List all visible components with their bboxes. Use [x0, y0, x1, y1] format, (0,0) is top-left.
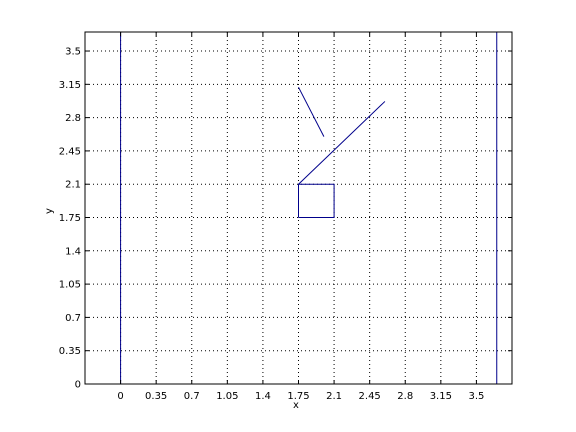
x-tick-label: 3.15 — [430, 391, 452, 402]
series-lines — [120, 32, 498, 384]
x-tick-label: 1.75 — [287, 391, 309, 402]
x-tick-label: 3.5 — [468, 391, 484, 402]
x-tick-label: 2.8 — [397, 391, 413, 402]
x-tick-label: 0.35 — [145, 391, 167, 402]
series-line-3 — [298, 183, 335, 219]
y-tick-label: 0.35 — [59, 346, 81, 357]
x-tick-label: 1.05 — [216, 391, 238, 402]
y-axis-label: y — [44, 208, 55, 214]
x-axis-label: x — [293, 400, 299, 411]
y-tick-label: 1.75 — [59, 213, 81, 224]
y-tick-label: 3.15 — [59, 80, 81, 91]
y-tick-label: 3.5 — [65, 47, 81, 58]
y-tick-label: 1.4 — [65, 246, 81, 257]
y-tick-label: 1.05 — [59, 280, 81, 291]
y-tick-label: 2.45 — [59, 146, 81, 157]
series-line-4 — [298, 101, 386, 185]
x-tick-label: 2.45 — [359, 391, 381, 402]
x-tick-label: 0.7 — [184, 391, 200, 402]
y-tick-label: 2.1 — [65, 180, 81, 191]
y-tick-label: 0.7 — [65, 313, 81, 324]
series-line-5 — [298, 86, 325, 137]
axis-ticks: 0 0.35 0.7 1.05 1.4 1.75 2.1 2.45 2.8 3.15 3.5 0 0.3… — [59, 32, 512, 402]
y-tick-label: 0 — [75, 380, 81, 391]
x-tick-label: 2.1 — [326, 391, 342, 402]
y-tick-label: 2.8 — [65, 113, 81, 124]
x-tick-label: 0 — [117, 391, 123, 402]
x-tick-label: 1.4 — [255, 391, 271, 402]
